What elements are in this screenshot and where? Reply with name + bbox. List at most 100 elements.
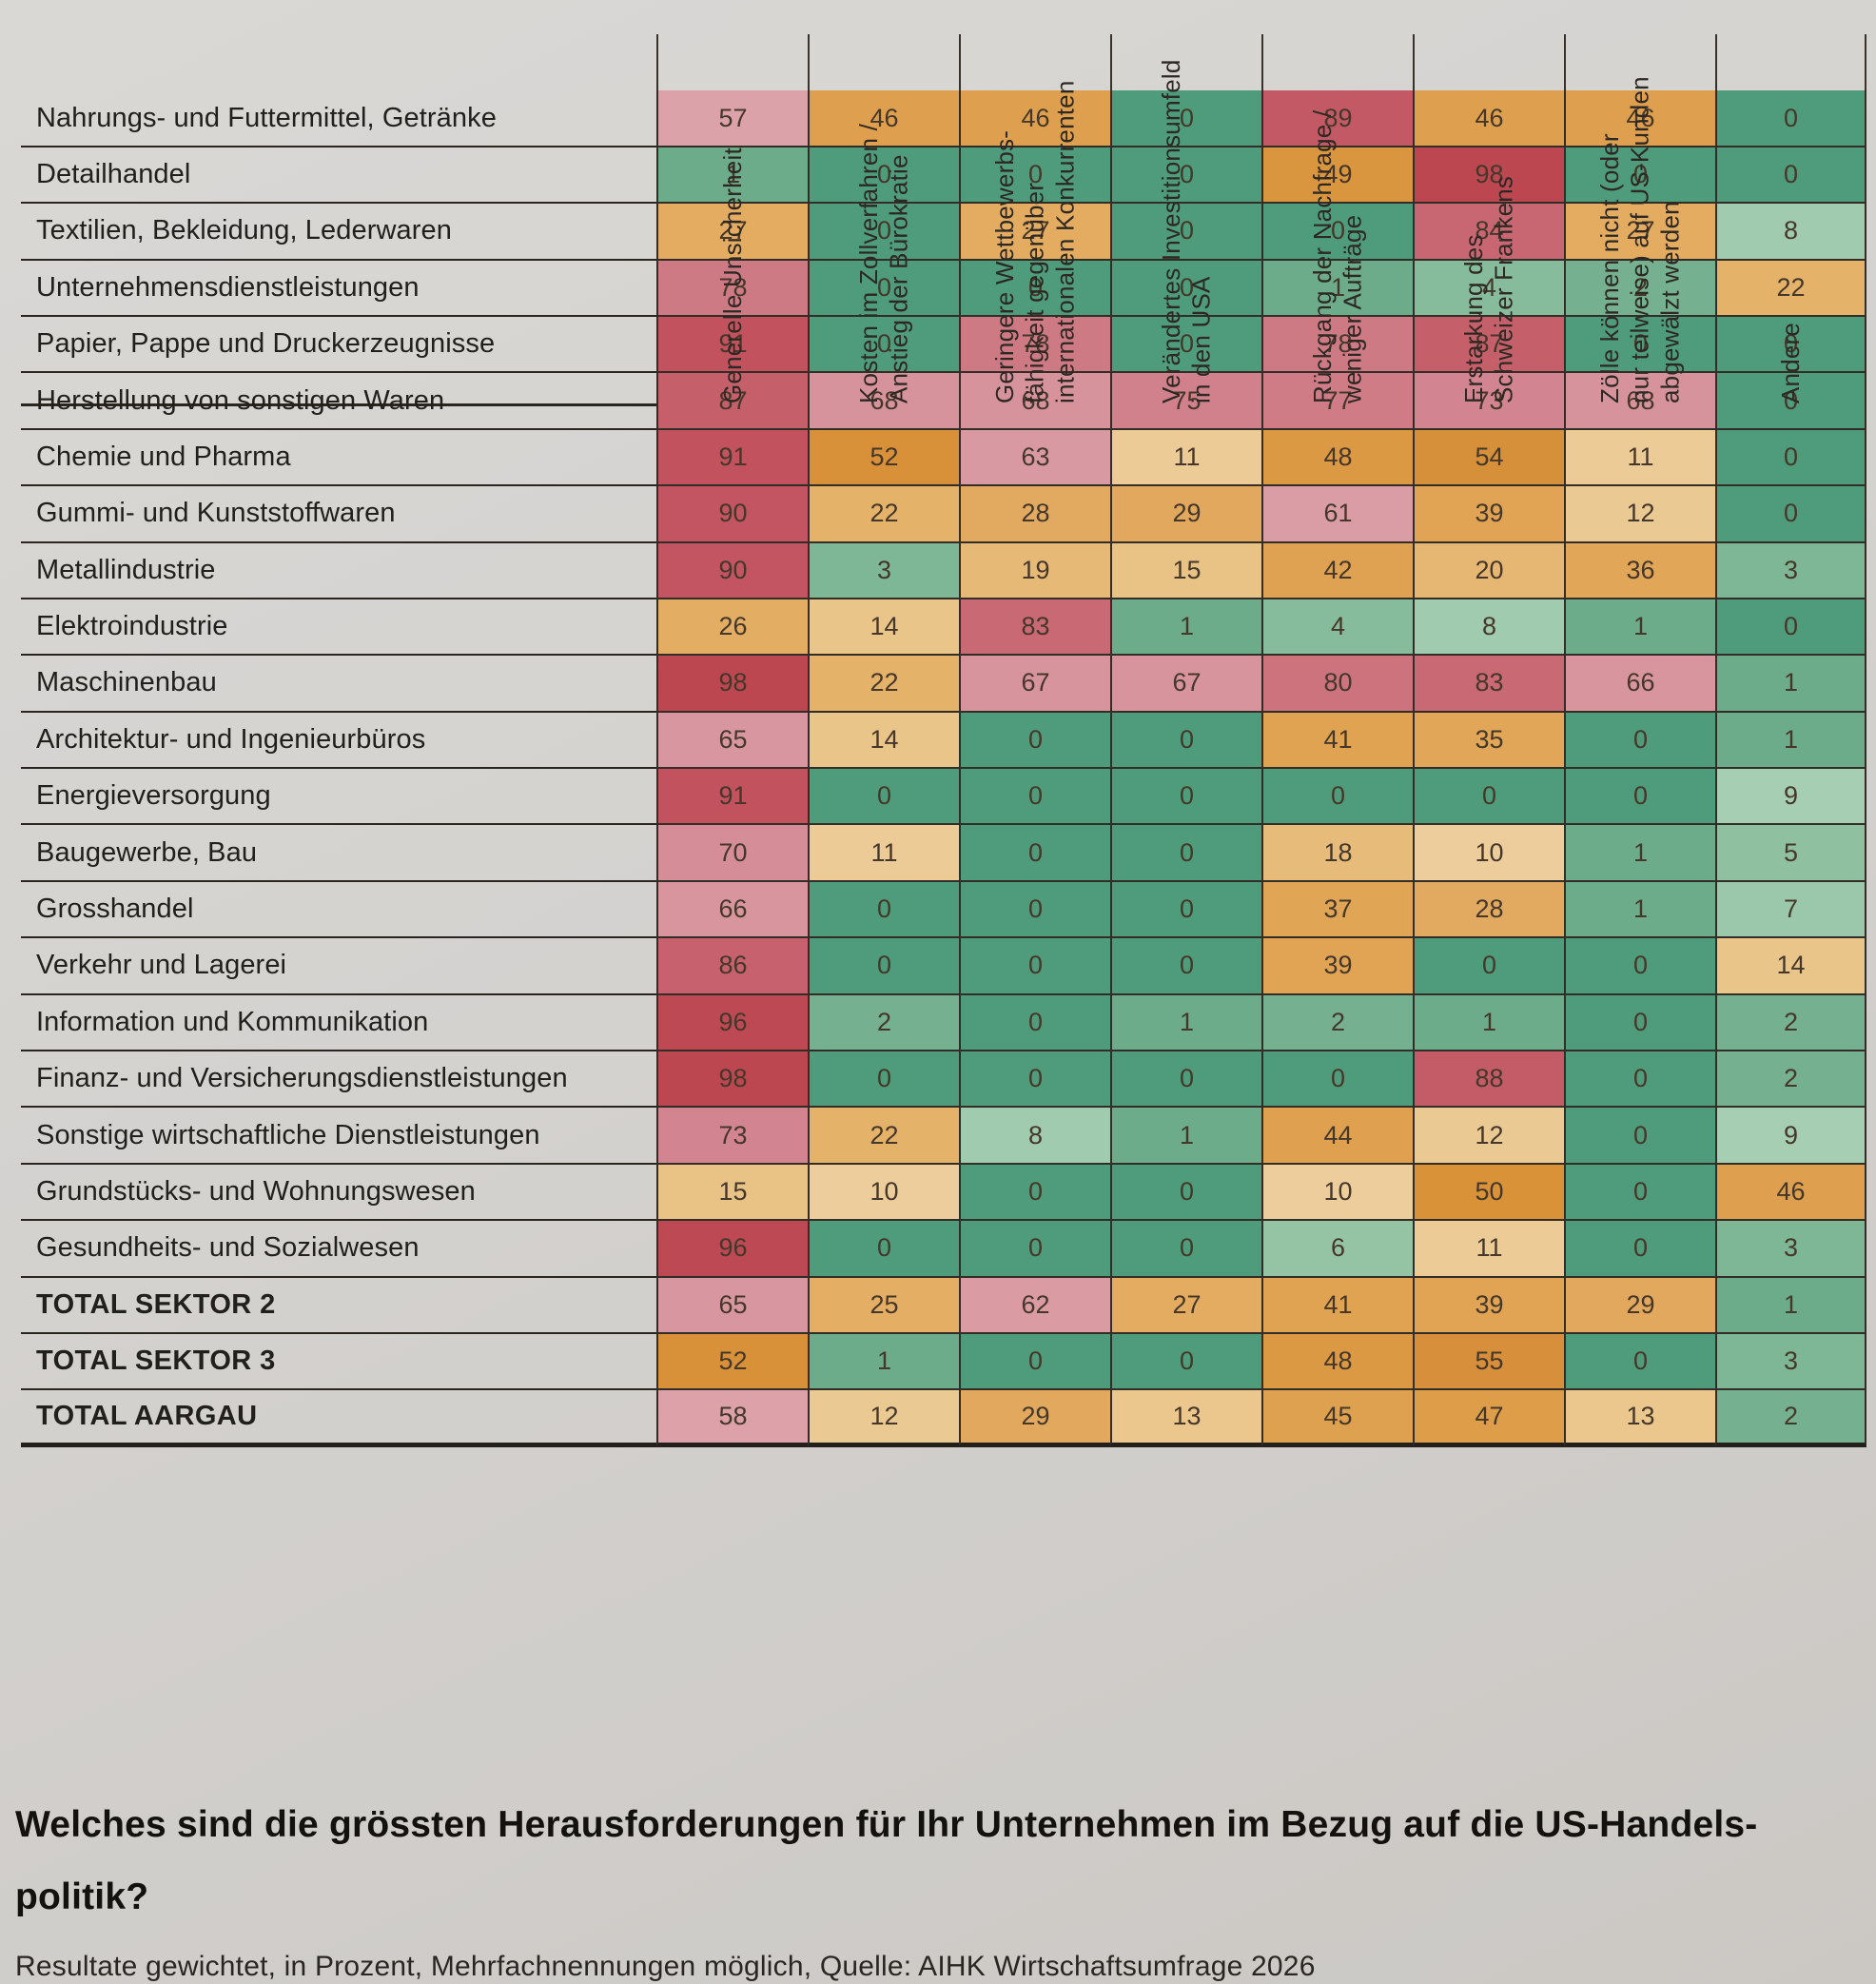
heat-cell: 0: [1564, 1164, 1715, 1222]
heat-cell: 12: [1413, 1108, 1564, 1165]
heat-cell: 96: [656, 994, 808, 1052]
heat-cell: 75: [1110, 373, 1261, 430]
heat-cell: 2: [808, 994, 959, 1052]
heat-cell: 0: [808, 260, 959, 317]
column-header-label: Erstarkung des Schweizer Frankens: [1458, 175, 1518, 403]
heat-cell: 62: [959, 1277, 1110, 1334]
heat-cell: 0: [1715, 90, 1866, 147]
column-header-label: Kosten im Zollverfahren / Anstieg der Bü…: [853, 123, 913, 403]
heat-cell: 26: [656, 599, 808, 657]
heat-cell: 84: [1413, 204, 1564, 261]
heat-cell: 12: [1564, 486, 1715, 543]
row-label: Baugewerbe, Bau: [21, 825, 656, 882]
heat-cell: 61: [1261, 486, 1413, 543]
heat-cell: 0: [1110, 825, 1261, 882]
heat-cell: 46: [959, 90, 1110, 147]
heat-cell: 0: [1564, 316, 1715, 374]
row-label: Metallindustrie: [21, 543, 656, 599]
heat-cell: 0: [808, 1221, 959, 1278]
heat-cell: 29: [1564, 1277, 1715, 1334]
heat-cell: 73: [1413, 373, 1564, 430]
heat-cell: 66: [1564, 656, 1715, 713]
heat-cell: 87: [656, 373, 808, 430]
heat-cell: 68: [1564, 373, 1715, 430]
heat-cell: 0: [808, 769, 959, 826]
heat-cell: 0: [808, 938, 959, 995]
heat-cell: 0: [1110, 204, 1261, 261]
heat-cell: 48: [1261, 1333, 1413, 1391]
chart-source-note: Resultate gewichtet, in Prozent, Mehrfac…: [15, 1951, 1316, 1983]
heat-cell: 0: [959, 260, 1110, 317]
heat-cell: 39: [1261, 938, 1413, 995]
heat-cell: 0: [959, 1164, 1110, 1222]
heat-cell: 27: [1110, 1277, 1261, 1334]
heat-cell: 68: [959, 373, 1110, 430]
heat-cell: 50: [1413, 1164, 1564, 1222]
column-header-label: Andere: [1775, 322, 1805, 403]
heat-cell: 0: [808, 316, 959, 374]
heat-cell: 45: [1261, 1390, 1413, 1447]
heat-cell: 3: [1715, 1333, 1866, 1391]
heat-cell: 78: [959, 316, 1110, 374]
heat-cell: 89: [1261, 90, 1413, 147]
heat-cell: 0: [1564, 147, 1715, 205]
heat-cell: 0: [1261, 1051, 1413, 1109]
heat-cell: 58: [656, 1390, 808, 1447]
heat-cell: 0: [1110, 712, 1261, 770]
heat-cell: 0: [1715, 429, 1866, 487]
heat-cell: 20: [1413, 542, 1564, 599]
heat-cell: 48: [1261, 429, 1413, 487]
heat-cell: 6: [1261, 1221, 1413, 1278]
heat-cell: 91: [656, 429, 808, 487]
row-label: Elektroindustrie: [21, 599, 656, 657]
heat-cell: 10: [1261, 1164, 1413, 1222]
column-header-label: Verändertes Investitionsumfeld in den US…: [1156, 59, 1216, 403]
heat-cell: 4: [1413, 260, 1564, 317]
heat-cell: 0: [1110, 1221, 1261, 1278]
heat-cell: 10: [1413, 825, 1564, 882]
heat-cell: 28: [959, 486, 1110, 543]
heat-cell: 0: [1110, 769, 1261, 826]
heat-cell: 83: [959, 599, 1110, 657]
column-header-label: Generelle Unsicherheit: [717, 147, 747, 403]
heat-cell: 73: [656, 1108, 808, 1165]
heat-cell: 0: [1110, 147, 1261, 205]
heat-cell: 13: [1564, 1390, 1715, 1447]
heat-cell: 1: [808, 1333, 959, 1391]
heat-cell: 46: [1413, 90, 1564, 147]
heat-cell: 8: [1715, 204, 1866, 261]
row-label: Finanz- und Versicherungsdienstleistunge…: [21, 1051, 656, 1109]
heat-cell: 0: [1110, 260, 1261, 317]
heat-cell: 13: [1110, 1390, 1261, 1447]
heat-cell: 0: [1261, 204, 1413, 261]
heat-cell: 7: [1715, 881, 1866, 939]
heat-cell: 0: [1564, 1333, 1715, 1391]
heat-cell: 68: [808, 373, 959, 430]
heat-cell: 55: [1413, 1333, 1564, 1391]
heat-cell: 0: [808, 147, 959, 205]
row-label: TOTAL AARGAU: [21, 1390, 656, 1447]
heat-cell: 78: [1261, 316, 1413, 374]
heat-cell: 37: [1261, 881, 1413, 939]
heat-cell: 41: [1261, 712, 1413, 770]
heat-cell: 15: [1110, 542, 1261, 599]
heat-cell: 1: [1564, 881, 1715, 939]
heat-cell: 22: [808, 1108, 959, 1165]
heat-cell: 1: [1564, 599, 1715, 657]
heat-cell: 0: [1413, 769, 1564, 826]
row-label: Textilien, Bekleidung, Lederwaren: [21, 204, 656, 261]
heat-cell: 0: [1564, 1108, 1715, 1165]
heat-cell: 87: [1413, 316, 1564, 374]
row-label: Architektur- und Ingenieurbüros: [21, 713, 656, 770]
heat-cell: 0: [808, 881, 959, 939]
heat-cell: 4: [1261, 599, 1413, 657]
heat-cell: 52: [808, 429, 959, 487]
heat-cell: 98: [656, 656, 808, 713]
heat-cell: 90: [656, 486, 808, 543]
heat-cell: 9: [1715, 769, 1866, 826]
heat-cell: 0: [1715, 599, 1866, 657]
heat-cell: 11: [808, 825, 959, 882]
heat-cell: 36: [1564, 542, 1715, 599]
heat-cell: 46: [1564, 90, 1715, 147]
heat-cell: 0: [1564, 1051, 1715, 1109]
